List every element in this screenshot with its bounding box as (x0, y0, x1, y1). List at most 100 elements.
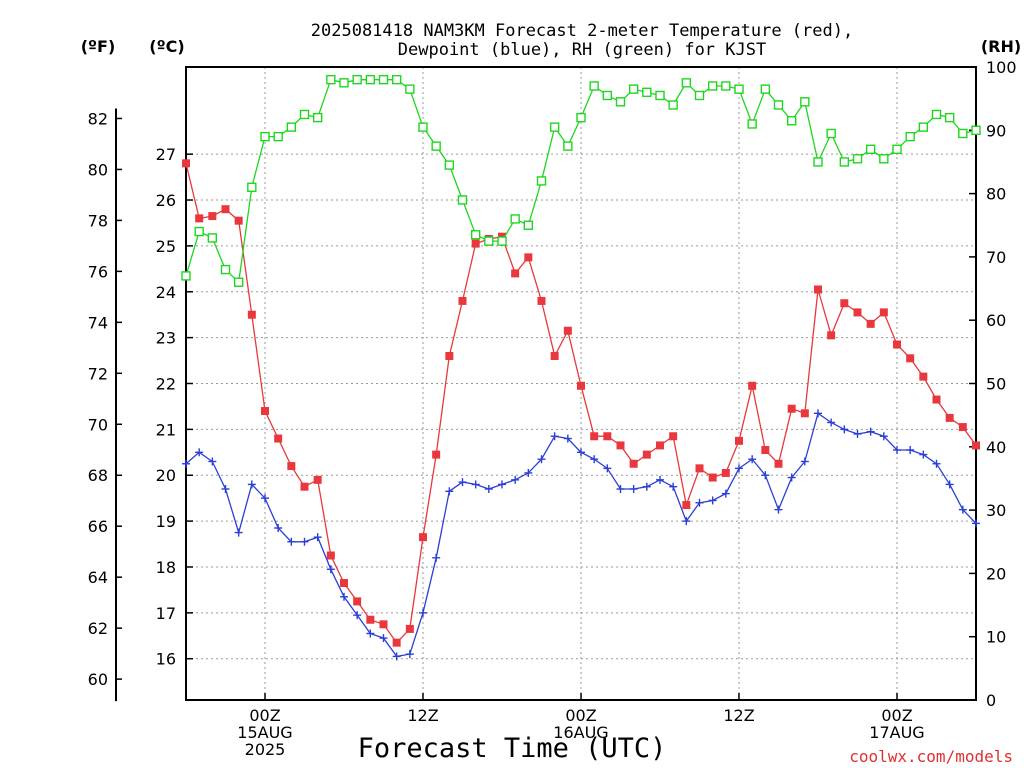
temperature-point (261, 407, 269, 416)
rh-point (233, 277, 244, 287)
dewpoint-point (629, 485, 638, 493)
temperature-point (432, 450, 441, 459)
rh-tick-label: 0 (986, 691, 996, 710)
rh-point (457, 195, 468, 205)
temperature-point (906, 354, 915, 363)
temperature-point (748, 381, 757, 390)
dewpoint-point (695, 498, 704, 507)
temperature-point (524, 253, 533, 262)
dewpoint-point (471, 480, 480, 489)
rh-point (260, 131, 270, 142)
rh-point (892, 144, 902, 154)
chart-series (181, 74, 981, 661)
rh-point (760, 84, 771, 94)
fahrenheit-tick-label: 74 (88, 313, 108, 332)
temperature-point (234, 216, 243, 225)
rh-point (470, 230, 481, 240)
rh-tick-label: 30 (986, 501, 1006, 520)
rh-point (747, 119, 757, 129)
chart-title-line-1: 2025081418 NAM3KM Forecast 2-meter Tempe… (311, 21, 853, 41)
temperature-point (708, 473, 717, 482)
rh-point (431, 141, 441, 151)
rh-tick-label: 20 (986, 564, 1006, 583)
rh-tick-label: 10 (986, 628, 1006, 647)
temperature-point (919, 372, 928, 381)
dewpoint-point (458, 478, 467, 487)
temperature-point (840, 299, 849, 308)
rh-point (312, 112, 323, 123)
dewpoint-point (814, 409, 822, 418)
rh-tick-label: 40 (986, 438, 1006, 457)
celsius-tick-label: 26 (156, 191, 176, 210)
dewpoint-point (405, 650, 414, 659)
rh-point (694, 90, 705, 101)
rh-tick-label: 80 (986, 185, 1006, 204)
dewpoint-point (774, 505, 783, 514)
dewpoint-point (353, 611, 362, 620)
rh-point (958, 128, 968, 139)
rh-point (523, 220, 534, 230)
temperature-point (787, 404, 796, 413)
dewpoint-point (537, 455, 546, 464)
temperature-point (340, 579, 348, 588)
rh-point (352, 74, 362, 85)
x-axis-label: Forecast Time (UTC) (358, 733, 667, 764)
rh-point (563, 141, 573, 151)
temperature-point (629, 459, 638, 468)
dewpoint-point (958, 505, 967, 514)
temperature-point (221, 205, 230, 214)
fahrenheit-tick-label: 62 (88, 619, 108, 638)
temperature-point (247, 310, 256, 319)
rh-point (299, 109, 310, 120)
temperature-point (353, 597, 362, 606)
temperature-point (577, 381, 585, 390)
temperature-point (853, 308, 862, 317)
celsius-tick-label: 22 (156, 375, 176, 394)
dewpoint-point (195, 448, 204, 457)
rh-point (207, 233, 218, 243)
rh-point (655, 90, 665, 101)
rh-point (510, 214, 520, 224)
dewpoint-point (484, 485, 493, 493)
temperature-point (932, 395, 941, 404)
rh-point (931, 109, 942, 120)
rh-point (365, 74, 376, 85)
fahrenheit-unit-label: (ºF) (81, 37, 116, 56)
rh-point (839, 157, 850, 167)
dewpoint-point (432, 553, 441, 562)
temperature-point (774, 459, 783, 468)
rh-point (642, 87, 652, 98)
temperature-point (195, 214, 204, 223)
chart-title-line-2: Dewpoint (blue), RH (green) for KJST (398, 40, 766, 60)
temperature-point (669, 432, 678, 441)
temperature-point (511, 269, 520, 278)
rh-point (668, 100, 678, 110)
dewpoint-point (261, 494, 269, 503)
dewpoint-point (524, 468, 533, 477)
celsius-tick-label: 20 (156, 466, 176, 485)
temperature-point (893, 340, 901, 349)
dewpoint-point (721, 489, 730, 498)
chart-axes: 60 62 64 66 68 70 72 74 76 78 80 82 16 17 18 19 20 21 22 23… (88, 58, 1017, 759)
temperature-point (550, 351, 559, 360)
dewpoint-point (932, 459, 941, 468)
dewpoint-point (498, 480, 506, 489)
dewpoint-point (392, 652, 401, 661)
dewpoint-point (682, 517, 691, 526)
temperature-point (866, 319, 875, 328)
temperature-point (695, 464, 704, 473)
rh-point (484, 236, 494, 246)
dewpoint-point (287, 537, 296, 546)
dewpoint-point (366, 629, 375, 638)
temperature-point (761, 446, 770, 455)
fahrenheit-tick-label: 68 (88, 466, 108, 485)
celsius-tick-label: 16 (156, 650, 176, 669)
dewpoint-point (511, 475, 520, 484)
dewpoint-point (919, 450, 928, 459)
time-tick-label: 17AUG (869, 723, 924, 742)
temperature-point (182, 159, 190, 168)
rh-point (418, 122, 428, 132)
fahrenheit-tick-label: 72 (88, 364, 108, 383)
dewpoint-point (590, 455, 599, 464)
rh-point (589, 81, 599, 91)
